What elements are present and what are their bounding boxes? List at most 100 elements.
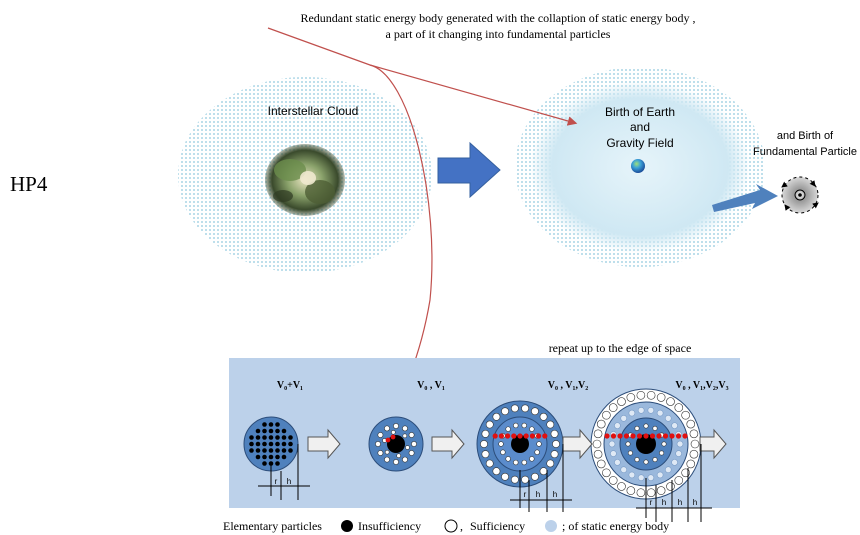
sufficiency-dot (664, 466, 672, 473)
insufficiency-dot (646, 390, 656, 400)
insufficiency-dot (686, 419, 696, 429)
insufficiency-dot (500, 449, 506, 455)
particle-dot (249, 441, 254, 447)
insufficiency-dot (481, 429, 490, 438)
insufficiency-dot (539, 467, 548, 476)
red-dot (675, 433, 682, 439)
particle-dot (255, 454, 261, 460)
insufficiency-dot (521, 422, 527, 429)
stage-1-dimensions (258, 444, 310, 500)
sufficiency-dot (608, 440, 616, 448)
fundamental-particle-icon (781, 176, 819, 214)
red-dot (604, 433, 610, 439)
sufficiency-dot (614, 422, 621, 429)
insufficiency-dot (593, 449, 603, 459)
red-dot (529, 433, 536, 439)
insufficiency-dot (510, 475, 519, 484)
stage-4-h1: h (662, 498, 666, 507)
insufficiency-dot (485, 459, 494, 468)
particle-label-line-2: Fundamental Particle (753, 146, 857, 158)
insufficiency-dot (377, 432, 384, 438)
nebula-image (265, 144, 345, 216)
red-dot (623, 433, 630, 439)
insufficiency-dot (396, 453, 401, 459)
stage-4-r: r (650, 498, 653, 507)
insufficiency-dot (681, 410, 690, 420)
insufficiency-dot (656, 486, 666, 495)
insufficiency-dot (521, 459, 527, 466)
red-dot (636, 433, 643, 439)
insufficiency-dot (634, 425, 640, 431)
insufficiency-dot (481, 450, 490, 459)
red-dot (662, 433, 669, 439)
insufficiency-dot (546, 459, 555, 468)
red-dot (649, 433, 656, 439)
red-dot (517, 433, 523, 439)
stage-arrow-4 (699, 428, 727, 460)
interstellar-cloud-label: Interstellar Cloud (268, 104, 359, 118)
sufficiency-dot (620, 466, 628, 473)
insufficiency-dot (652, 425, 658, 431)
insufficiency-dot (674, 403, 684, 412)
insufficiency-dot (596, 419, 606, 429)
insufficiency-dot (505, 426, 511, 432)
sufficiency-dot (675, 450, 682, 457)
sufficiency-dot (664, 415, 672, 422)
earth-cloud: Birth of Earth and Gravity Field (515, 67, 765, 267)
legend-static: ; of static energy body (562, 519, 669, 533)
insufficiency-dot (536, 441, 542, 447)
legend-white-dot (444, 519, 458, 533)
red-dot (498, 433, 504, 439)
stage-1-label: V₀+V₁ (277, 380, 303, 391)
earth-label-line-1: Birth of Earth (605, 105, 675, 119)
particle-dot (275, 435, 280, 440)
insufficiency-dot (513, 422, 519, 429)
red-dot (610, 433, 617, 439)
insufficiency-dot (393, 459, 399, 465)
interstellar-cloud: Interstellar Cloud (178, 77, 432, 273)
particle-dot (268, 448, 274, 453)
insufficiency-dot (592, 439, 602, 449)
particle-dot (275, 441, 280, 447)
particle-dot (281, 435, 287, 440)
insufficiency-dot (550, 450, 559, 459)
insufficiency-dot (626, 486, 636, 495)
insufficiency-dot (384, 425, 390, 432)
stage-1-h: h (287, 477, 291, 486)
particle-dot (281, 428, 287, 434)
stage-arrow-3 (562, 428, 593, 460)
sufficiency-dot (656, 471, 664, 479)
red-dot (536, 433, 542, 439)
stage-3-h2: h (553, 490, 557, 499)
red-dot (669, 433, 675, 439)
particle-dot (262, 448, 267, 453)
insufficiency-dot (485, 420, 494, 429)
stage-3-r: r (524, 490, 527, 499)
sufficiency-dot (628, 409, 636, 417)
particle-dot (281, 441, 287, 447)
sufficiency-dot (637, 474, 645, 481)
particle-dot (275, 454, 280, 460)
earth-label-line-2: and (630, 120, 650, 134)
insufficiency-dot (408, 450, 415, 456)
stages-panel: repeat up to the edge of space V₀+V₁ V₀ … (229, 341, 740, 522)
insufficiency-dot (480, 440, 488, 448)
red-dot (630, 433, 636, 439)
legend-lightblue-dot (545, 520, 557, 532)
stage-2-label: V₀ , V₁ (417, 380, 445, 391)
insufficiency-dot (690, 439, 700, 449)
insufficiency-dot (608, 403, 618, 412)
earth-label-line-3: Gravity Field (606, 136, 673, 150)
particle-dot (255, 435, 261, 440)
insufficiency-dot (686, 459, 696, 469)
insufficiency-dot (505, 456, 511, 462)
stage-3-h1: h (536, 490, 540, 499)
stage-4-dimensions (636, 444, 712, 522)
insufficiency-dot (531, 407, 539, 416)
particle-dot (275, 448, 280, 453)
red-dot (511, 433, 517, 439)
legend: Elementary particles Insufficiency , Suf… (223, 519, 669, 533)
earth-icon (631, 159, 645, 173)
insufficiency-dot (643, 423, 649, 429)
